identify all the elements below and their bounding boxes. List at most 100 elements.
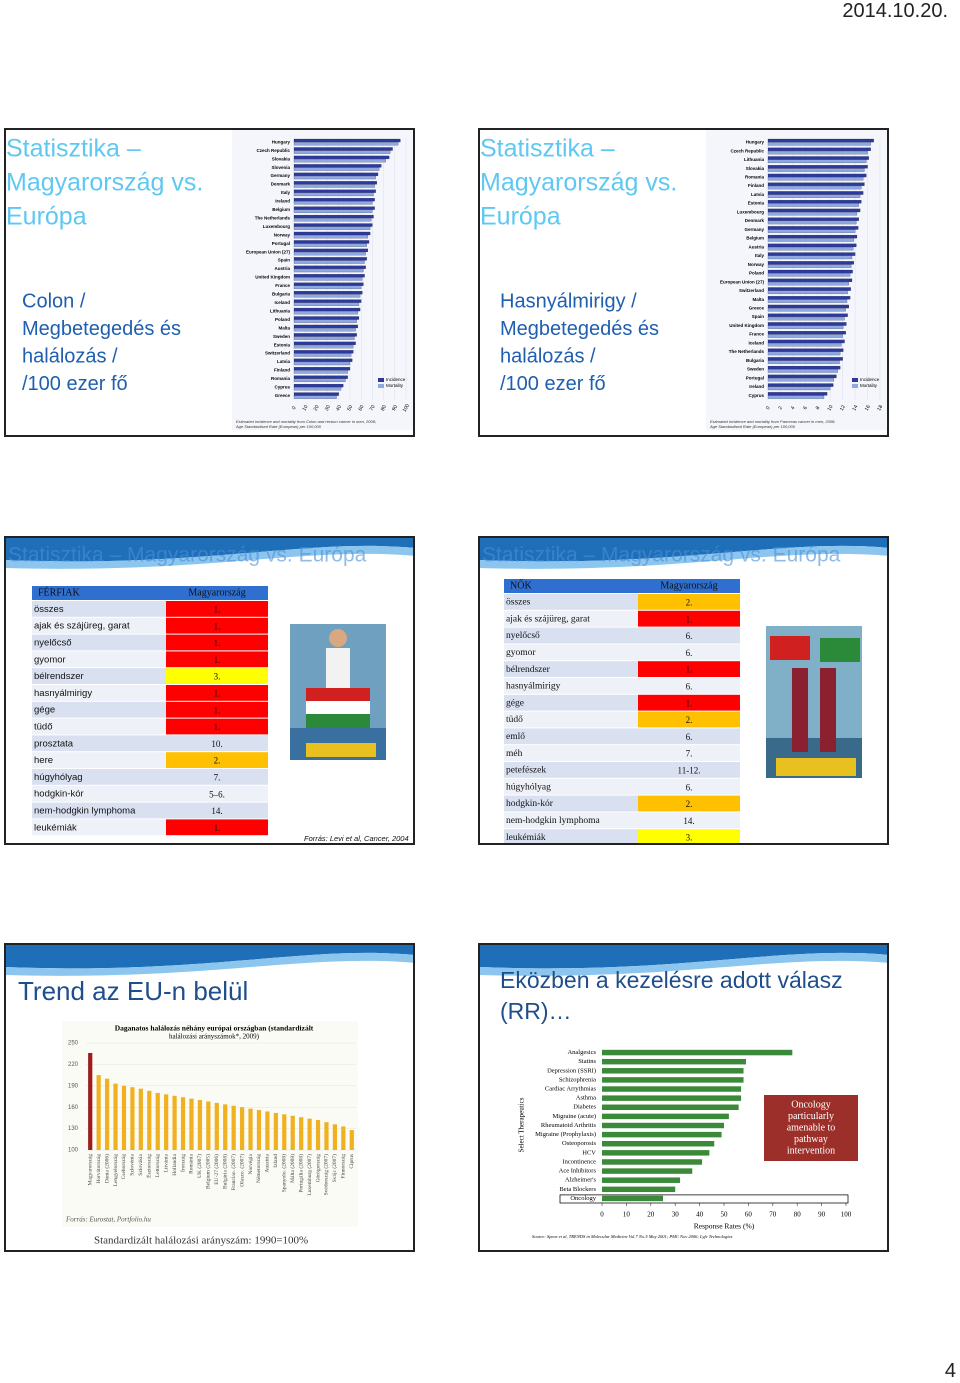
callout-text: amenable to [787, 1122, 836, 1133]
bar [293, 328, 356, 332]
x-tick-label: 10 [827, 404, 835, 412]
category-label: Beta Blockers [559, 1186, 596, 1193]
bar [767, 339, 845, 344]
x-tick-label: Svédország (2007) [323, 1154, 330, 1196]
legend-swatch [378, 384, 384, 388]
row-label: húgyhólyag [506, 782, 551, 792]
table-row [504, 812, 638, 829]
x-tick-label: Franciao. (2007) [230, 1154, 237, 1191]
bar [293, 324, 358, 329]
x-tick-label: UK (2007) [196, 1154, 203, 1178]
x-tick-label: 20 [647, 1211, 655, 1219]
bar [293, 350, 354, 354]
category-label: Italy [281, 190, 291, 195]
table-row [504, 594, 638, 610]
row-rank: 2. [686, 715, 693, 725]
chart-note: Age Standardised Rate (European) per 100… [709, 424, 796, 429]
bar [341, 1126, 346, 1150]
bar [293, 240, 370, 244]
category-label: Greece [275, 393, 291, 398]
table-cell [638, 711, 740, 728]
row-label: méh [506, 749, 523, 759]
bar [293, 142, 399, 146]
bar [767, 203, 859, 207]
row-label: gyomor [506, 648, 536, 658]
table-row [32, 785, 166, 802]
bar [767, 287, 851, 291]
bar [172, 1095, 177, 1150]
header-band [480, 952, 887, 976]
row-rank: 1. [686, 614, 693, 624]
header-band [6, 538, 413, 562]
table-row [504, 661, 638, 677]
x-tick-label: Spanyolo. (2008) [281, 1154, 288, 1192]
bar [293, 387, 342, 391]
category-label: Spain [752, 314, 765, 319]
category-label: Estonia [274, 342, 291, 347]
x-tick-label: 2 [777, 405, 784, 411]
table-cell [166, 752, 268, 768]
table-row [32, 769, 166, 785]
row-rank: 1. [214, 655, 221, 665]
table-row [504, 694, 638, 711]
bar [293, 172, 379, 176]
bar [767, 395, 825, 399]
category-label: Osteoporosis [562, 1140, 596, 1147]
x-tick-label: 90 [391, 404, 399, 412]
category-label: Spain [278, 258, 291, 263]
bar [293, 307, 361, 312]
bar [767, 185, 862, 190]
bar [256, 1110, 262, 1150]
row-label: nyelőcső [506, 631, 540, 641]
bar [602, 1086, 742, 1092]
bar [767, 182, 865, 186]
bar [293, 299, 362, 303]
row-label: bélrendszer [34, 671, 84, 682]
category-label: Diabetes [573, 1104, 596, 1111]
category-label: Denmark [745, 218, 765, 223]
bar [767, 191, 864, 195]
category-label: Hungary [746, 140, 765, 145]
bar [767, 351, 841, 356]
row-rank: 5–6. [209, 789, 225, 799]
bar [767, 392, 828, 396]
table-cell [166, 685, 268, 701]
bar [767, 156, 869, 160]
slide: Trend az EU-n belül Standardizált haláloz… [4, 943, 415, 1252]
category-label: Rheumatoid Arthritis [541, 1122, 597, 1129]
x-tick-label: Magyarország [87, 1154, 93, 1186]
table-row [504, 610, 638, 627]
bar [293, 358, 353, 362]
table-row [32, 668, 166, 684]
y-tick-label: 220 [68, 1062, 79, 1068]
bar [602, 1049, 793, 1056]
x-tick-label: 60 [745, 1211, 753, 1219]
bar [293, 336, 355, 340]
bar [293, 260, 365, 264]
table-row [32, 617, 166, 634]
table-row [504, 678, 638, 694]
row-rank: 6. [686, 631, 693, 641]
category-label: Analgesics [567, 1049, 596, 1056]
table-cell [166, 617, 268, 634]
bar [767, 252, 856, 256]
category-label: Sweden [747, 367, 764, 372]
category-label: Bulgaria [746, 358, 765, 363]
category-label: Norway [274, 232, 291, 237]
category-label: Austria [748, 244, 764, 249]
table-cell [638, 829, 740, 843]
category-label: Lithuania [744, 157, 764, 162]
bar [767, 313, 848, 317]
bar [602, 1068, 744, 1074]
bar [767, 322, 847, 326]
category-label: Asthma [576, 1095, 596, 1102]
row-rank: 7. [686, 749, 693, 759]
bar [767, 217, 859, 221]
x-tick-label: 16 [864, 404, 872, 412]
x-tick-label: 70 [769, 1211, 777, 1219]
callout-box [764, 1095, 858, 1161]
bar [293, 392, 339, 396]
bar [293, 341, 356, 345]
row-rank: 6. [686, 782, 693, 792]
